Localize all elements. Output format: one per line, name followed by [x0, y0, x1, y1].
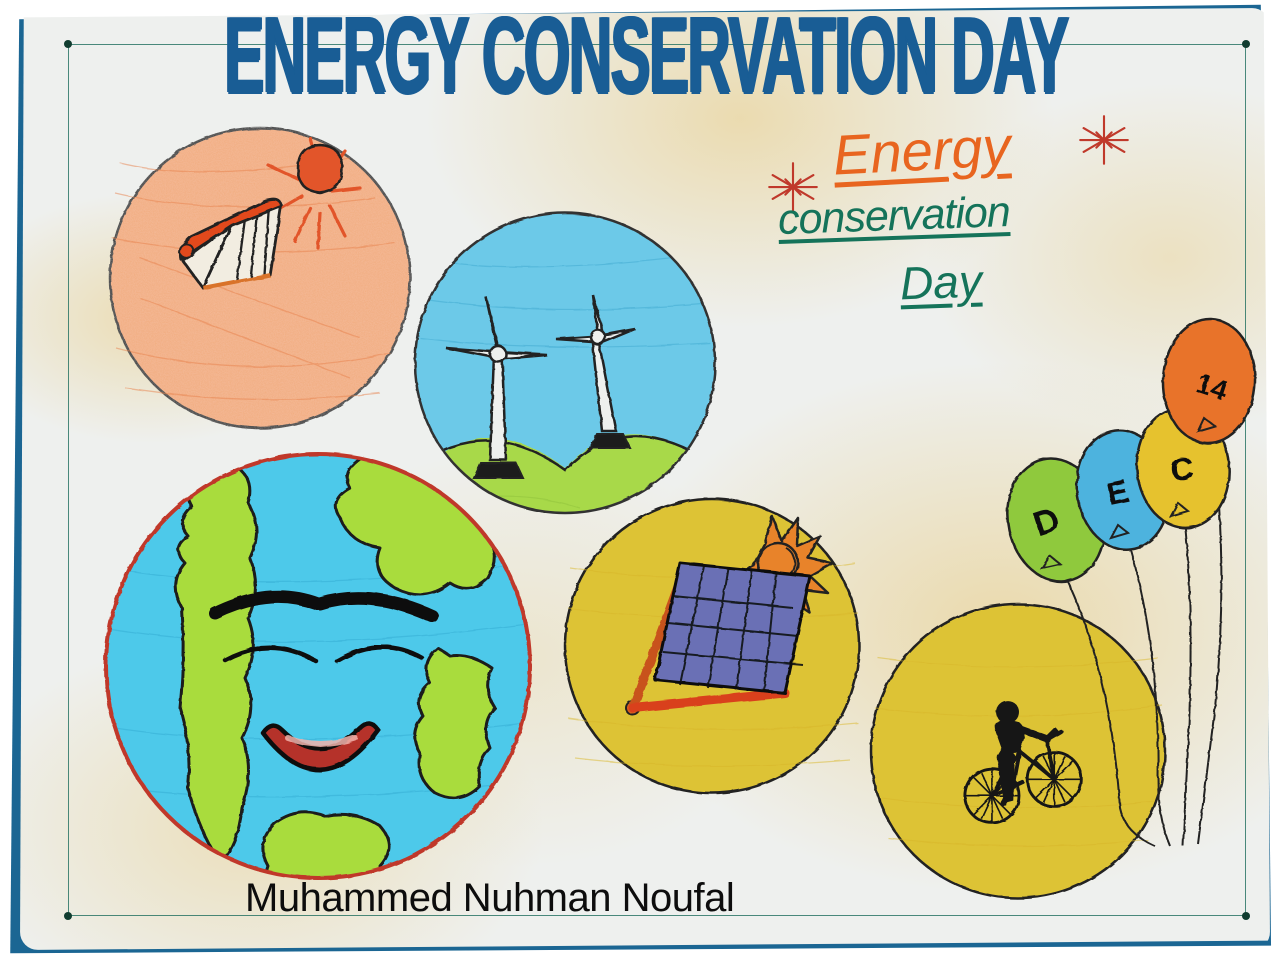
svg-text:C: C [1169, 450, 1195, 488]
